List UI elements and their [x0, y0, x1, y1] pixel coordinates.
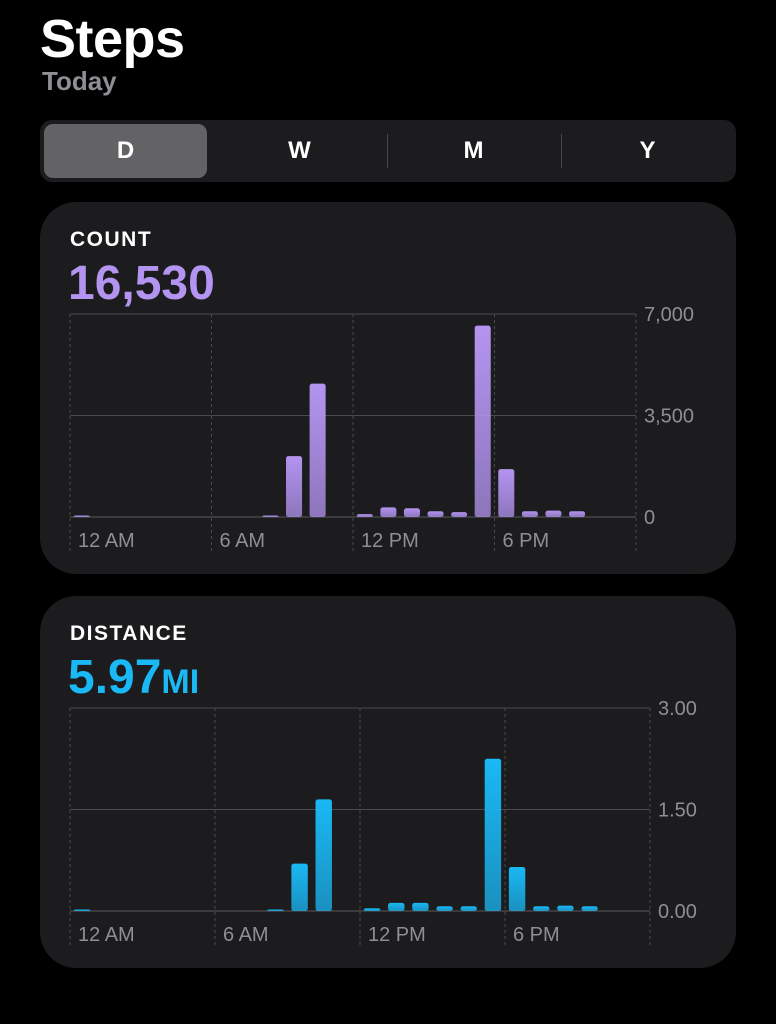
count-bar [545, 510, 562, 517]
count-xtick-label: 12 PM [361, 530, 419, 552]
distance-chart: 3.00 1.50 0.00 12 AM 6 AM 12 PM 6 PM [40, 696, 736, 956]
count-bar [521, 511, 538, 517]
count-chart-svg: 7,000 3,500 0 12 AM 6 AM 12 PM 6 PM [69, 304, 694, 552]
count-bar [498, 469, 515, 517]
distance-value: 5.97MI [68, 650, 199, 705]
segment-month[interactable]: M [463, 137, 484, 164]
distance-bar [533, 906, 550, 911]
segment-year[interactable]: Y [639, 137, 656, 164]
distance-chart-svg: 3.00 1.50 0.00 12 AM 6 AM 12 PM 6 PM [69, 698, 697, 946]
distance-bar [363, 908, 381, 911]
distance-xtick-label: 6 AM [223, 924, 269, 946]
distance-bar [388, 902, 405, 911]
count-xtick-label: 6 AM [220, 530, 266, 552]
count-xtick-label: 6 PM [503, 530, 550, 552]
count-bar [309, 383, 326, 517]
distance-bar [508, 867, 526, 911]
count-bar [73, 515, 90, 517]
segment-week[interactable]: W [288, 137, 311, 164]
distance-unit: MI [161, 663, 200, 701]
distance-label: DISTANCE [70, 622, 188, 645]
distance-xtick-label: 12 AM [78, 924, 135, 946]
distance-xtick-label: 6 PM [513, 924, 560, 946]
count-label: COUNT [70, 228, 153, 251]
distance-bar [484, 758, 502, 911]
distance-number: 5.97 [68, 651, 162, 704]
count-ytick-label: 7,000 [644, 304, 694, 326]
count-bar [262, 515, 279, 517]
count-bar [474, 325, 491, 517]
count-bar [403, 508, 420, 517]
distance-bar [557, 905, 574, 911]
count-bar [356, 514, 373, 517]
count-chart: 7,000 3,500 0 12 AM 6 AM 12 PM 6 PM [40, 302, 736, 562]
distance-bar [73, 909, 91, 911]
distance-card[interactable]: DISTANCE 5.97MI 3.00 1.50 0.00 12 AM 6 AM 12 … [40, 596, 736, 968]
count-value: 16,530 [68, 257, 215, 310]
distance-ytick-label: 1.50 [658, 800, 697, 822]
distance-bar [412, 902, 429, 911]
page-title: Steps [40, 9, 185, 69]
time-range-segmented-control: D W M Y [40, 120, 736, 182]
distance-bar [291, 863, 308, 911]
segment-divider [561, 134, 562, 168]
page-subtitle: Today [42, 66, 117, 96]
distance-bar [267, 909, 284, 911]
count-card[interactable]: COUNT 16,530 7,000 3,500 0 12 AM 6 AM 12 PM 6 … [40, 202, 736, 574]
distance-bar [315, 799, 332, 911]
distance-bar [460, 906, 477, 911]
segment-divider [387, 134, 388, 168]
distance-xtick-label: 12 PM [368, 924, 426, 946]
count-xtick-label: 12 AM [78, 530, 135, 552]
count-bar [451, 512, 468, 517]
count-bar [380, 507, 397, 517]
count-bar [569, 511, 586, 517]
count-bar [427, 511, 444, 517]
distance-bar [436, 906, 453, 911]
distance-bar [581, 906, 598, 911]
segment-day[interactable]: D [44, 124, 207, 178]
count-ytick-label: 0 [644, 507, 655, 529]
distance-ytick-label: 3.00 [658, 698, 697, 720]
distance-ytick-label: 0.00 [658, 901, 697, 923]
count-ytick-label: 3,500 [644, 406, 694, 428]
count-bar [286, 456, 303, 517]
